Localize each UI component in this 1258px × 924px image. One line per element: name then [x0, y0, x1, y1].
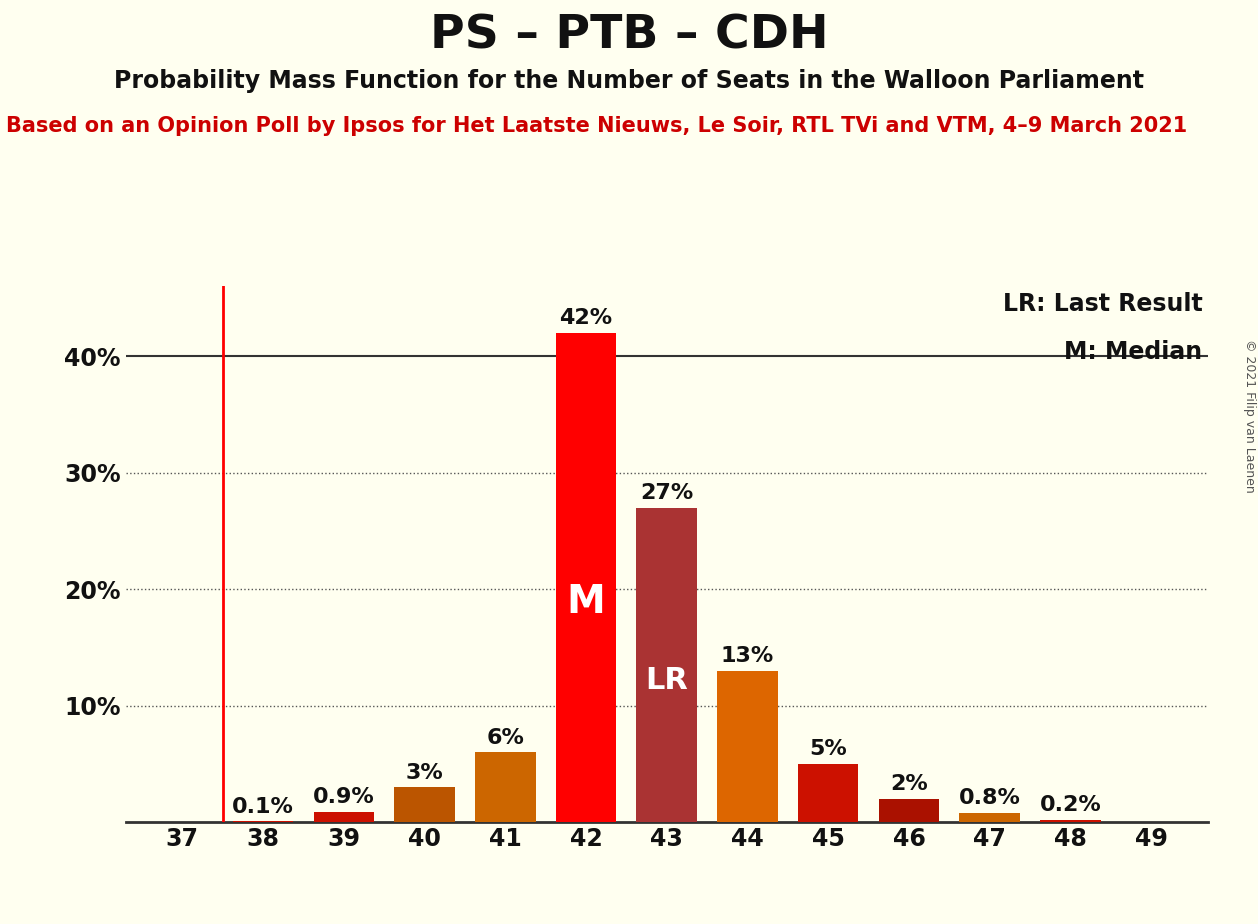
Bar [313, 812, 374, 822]
Bar [717, 671, 777, 822]
Text: 42%: 42% [560, 309, 613, 328]
Text: 27%: 27% [640, 483, 693, 504]
Text: M: Median: M: Median [1064, 340, 1203, 364]
Text: 13%: 13% [721, 646, 774, 666]
Text: LR: Last Result: LR: Last Result [1003, 292, 1203, 316]
Bar [798, 764, 858, 822]
Text: 0.1%: 0.1% [233, 796, 294, 817]
Bar [960, 813, 1020, 822]
Text: Probability Mass Function for the Number of Seats in the Walloon Parliament: Probability Mass Function for the Number… [114, 69, 1144, 93]
Bar [637, 508, 697, 822]
Text: 0.2%: 0.2% [1039, 796, 1101, 815]
Text: LR: LR [645, 666, 688, 695]
Text: 0.9%: 0.9% [313, 787, 375, 808]
Bar [878, 799, 940, 822]
Text: 3%: 3% [405, 762, 443, 783]
Text: 0.8%: 0.8% [959, 788, 1020, 808]
Text: PS – PTB – CDH: PS – PTB – CDH [430, 14, 828, 59]
Text: M: M [566, 583, 605, 621]
Bar [394, 787, 455, 822]
Text: 2%: 2% [891, 774, 928, 795]
Bar [556, 333, 616, 822]
Text: © 2021 Filip van Laenen: © 2021 Filip van Laenen [1243, 339, 1255, 492]
Text: 6%: 6% [487, 728, 525, 748]
Text: Based on an Opinion Poll by Ipsos for Het Laatste Nieuws, Le Soir, RTL TVi and V: Based on an Opinion Poll by Ipsos for He… [6, 116, 1188, 136]
Bar [233, 821, 293, 822]
Text: 5%: 5% [809, 739, 847, 760]
Bar [476, 752, 536, 822]
Bar [1040, 820, 1101, 822]
